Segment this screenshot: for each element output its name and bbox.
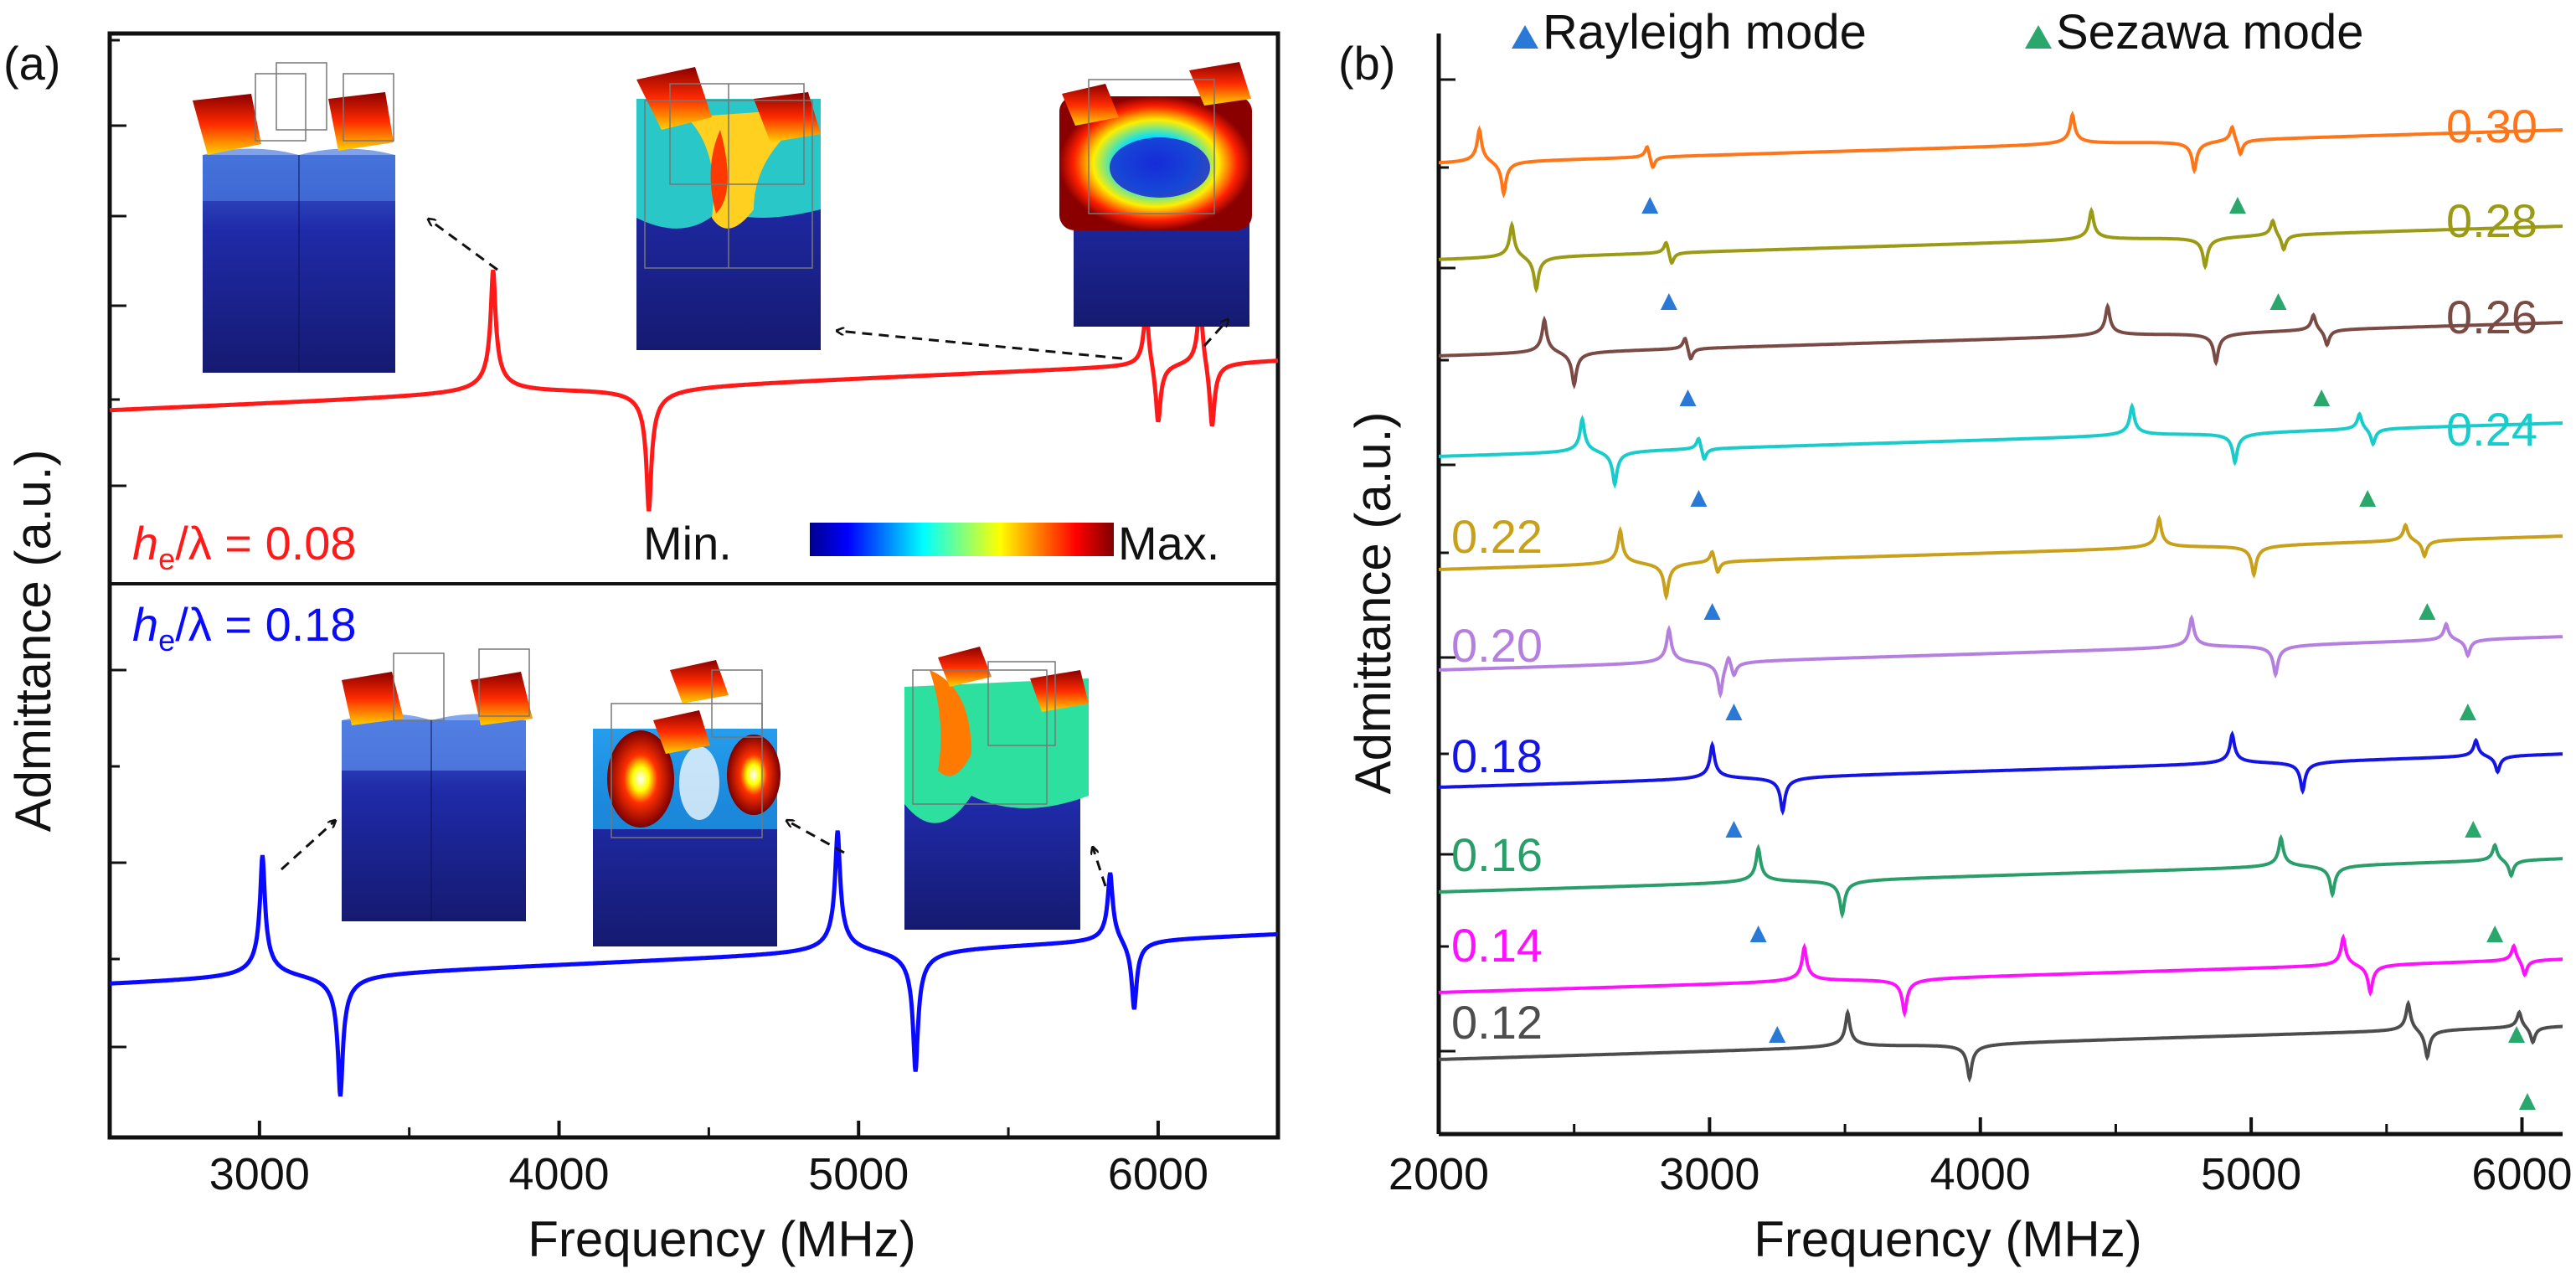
mode-shape-b1 <box>342 648 533 921</box>
panel-b-x-tick-label: 5000 <box>2201 1149 2301 1199</box>
series-line-008 <box>109 269 1278 512</box>
series-line-012 <box>1438 999 2563 1083</box>
sezawa-marker <box>2486 926 2504 942</box>
series-label-028: 0.28 <box>2446 194 2537 247</box>
legend-sezawa-marker <box>2025 25 2052 49</box>
panel-a-x-tick-label: 3000 <box>209 1149 310 1199</box>
colorbar: Min. Max. <box>643 517 1219 570</box>
panel-b-x-axis-title: Frequency (MHz) <box>1754 1211 2141 1267</box>
series-label-020: 0.20 <box>1451 619 1543 672</box>
panel-b-x-tick-label: 2000 <box>1388 1149 1489 1199</box>
mode-shape-a2 <box>636 67 821 350</box>
sezawa-marker <box>2228 197 2246 214</box>
panel-a-x-axis-title: Frequency (MHz) <box>528 1211 915 1267</box>
colorbar-min-label: Min. <box>643 517 732 570</box>
rayleigh-marker <box>1660 293 1677 310</box>
panel-a-x-tick-label: 4000 <box>508 1149 609 1199</box>
panel-b-x-tick-label: 4000 <box>1930 1149 2031 1199</box>
sezawa-marker <box>2459 704 2476 720</box>
series-label-024: 0.24 <box>2446 403 2537 456</box>
legend-sezawa-label: Sezawa mode <box>2056 5 2364 59</box>
legend-rayleigh-label: Rayleigh mode <box>1543 5 1867 59</box>
series-line-022 <box>1439 514 2563 601</box>
rayleigh-marker <box>1679 389 1697 406</box>
rayleigh-marker <box>1703 603 1721 620</box>
rayleigh-marker <box>1769 1026 1786 1043</box>
panel-b-mode-markers <box>1641 197 2536 1110</box>
series-line-018 <box>109 830 1278 1097</box>
series-label-022: 0.22 <box>1451 510 1543 563</box>
sezawa-marker <box>2359 490 2377 507</box>
legend: Rayleigh mode Sezawa mode <box>1512 5 2364 59</box>
sezawa-marker <box>2518 1093 2536 1110</box>
panel-a-x-tick-label: 6000 <box>1108 1149 1208 1199</box>
series-label-008: he/λ = 0.08 <box>132 517 357 576</box>
arrows-panel-a <box>280 219 1228 887</box>
series-label-016: 0.16 <box>1451 828 1543 881</box>
rayleigh-marker <box>1725 704 1743 720</box>
panel-b-y-axis-title: Admittance (a.u.) <box>1345 412 1401 795</box>
panel-a-label: (a) <box>3 37 60 90</box>
legend-rayleigh-marker <box>1512 25 1538 49</box>
rayleigh-marker <box>1641 197 1659 214</box>
panel-b-x-tick-label: 6000 <box>2471 1149 2572 1199</box>
panel-b-label: (b) <box>1338 37 1395 90</box>
sezawa-marker <box>2508 1026 2526 1043</box>
sezawa-marker <box>2419 603 2436 620</box>
sezawa-marker <box>2465 821 2482 838</box>
series-line-016 <box>1439 833 2563 920</box>
panel-a-y-axis-title: Admittance (a.u.) <box>5 450 61 833</box>
panel-b: (b) Admittance (a.u.) Frequency (MHz) 20… <box>1338 5 2573 1267</box>
colorbar-max-label: Max. <box>1118 517 1219 570</box>
series-label-012: 0.12 <box>1451 996 1543 1049</box>
panel-a: (a) Admittance (a.u.) Frequency (MHz) 30… <box>3 31 1280 1267</box>
series-line-030 <box>1439 111 2563 199</box>
mode-shape-a3 <box>1059 62 1252 327</box>
sezawa-marker <box>2313 389 2331 406</box>
rayleigh-marker <box>1725 821 1743 838</box>
rayleigh-marker <box>1690 490 1708 507</box>
series-line-018 <box>1439 730 2563 816</box>
panel-b-curves <box>1438 111 2563 1083</box>
series-line-014 <box>1438 933 2563 1018</box>
series-label-018: he/λ = 0.18 <box>132 598 357 657</box>
panel-a-curves <box>109 269 1278 1097</box>
rayleigh-marker <box>1749 926 1767 942</box>
series-line-026 <box>1439 302 2563 389</box>
mode-shape-a1 <box>193 62 395 373</box>
series-label-014: 0.14 <box>1451 919 1543 972</box>
panel-b-series-labels: 0.30 0.28 0.26 0.24 0.22 0.20 0.18 0.16 0.14 0.12 <box>1451 100 2537 1049</box>
colorbar-gradient <box>810 523 1114 556</box>
series-label-030: 0.30 <box>2446 100 2537 152</box>
series-line-028 <box>1439 206 2563 294</box>
panel-b-ticks: 2000 3000 4000 5000 6000 <box>1388 78 2573 1199</box>
sezawa-marker <box>2269 293 2287 310</box>
series-line-020 <box>1439 614 2563 699</box>
panel-b-x-tick-label: 3000 <box>1659 1149 1759 1199</box>
panel-a-x-tick-label: 5000 <box>808 1149 909 1199</box>
series-line-024 <box>1439 402 2563 489</box>
series-label-018: 0.18 <box>1451 730 1543 782</box>
series-label-026: 0.26 <box>2446 291 2537 343</box>
mode-shape-b3 <box>904 647 1089 930</box>
panel-a-ticks: 3000 4000 5000 6000 <box>108 39 1208 1199</box>
mode-shape-b2 <box>593 660 781 946</box>
